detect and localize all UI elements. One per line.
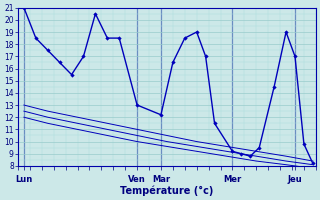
X-axis label: Température (°c): Température (°c) [120,185,213,196]
